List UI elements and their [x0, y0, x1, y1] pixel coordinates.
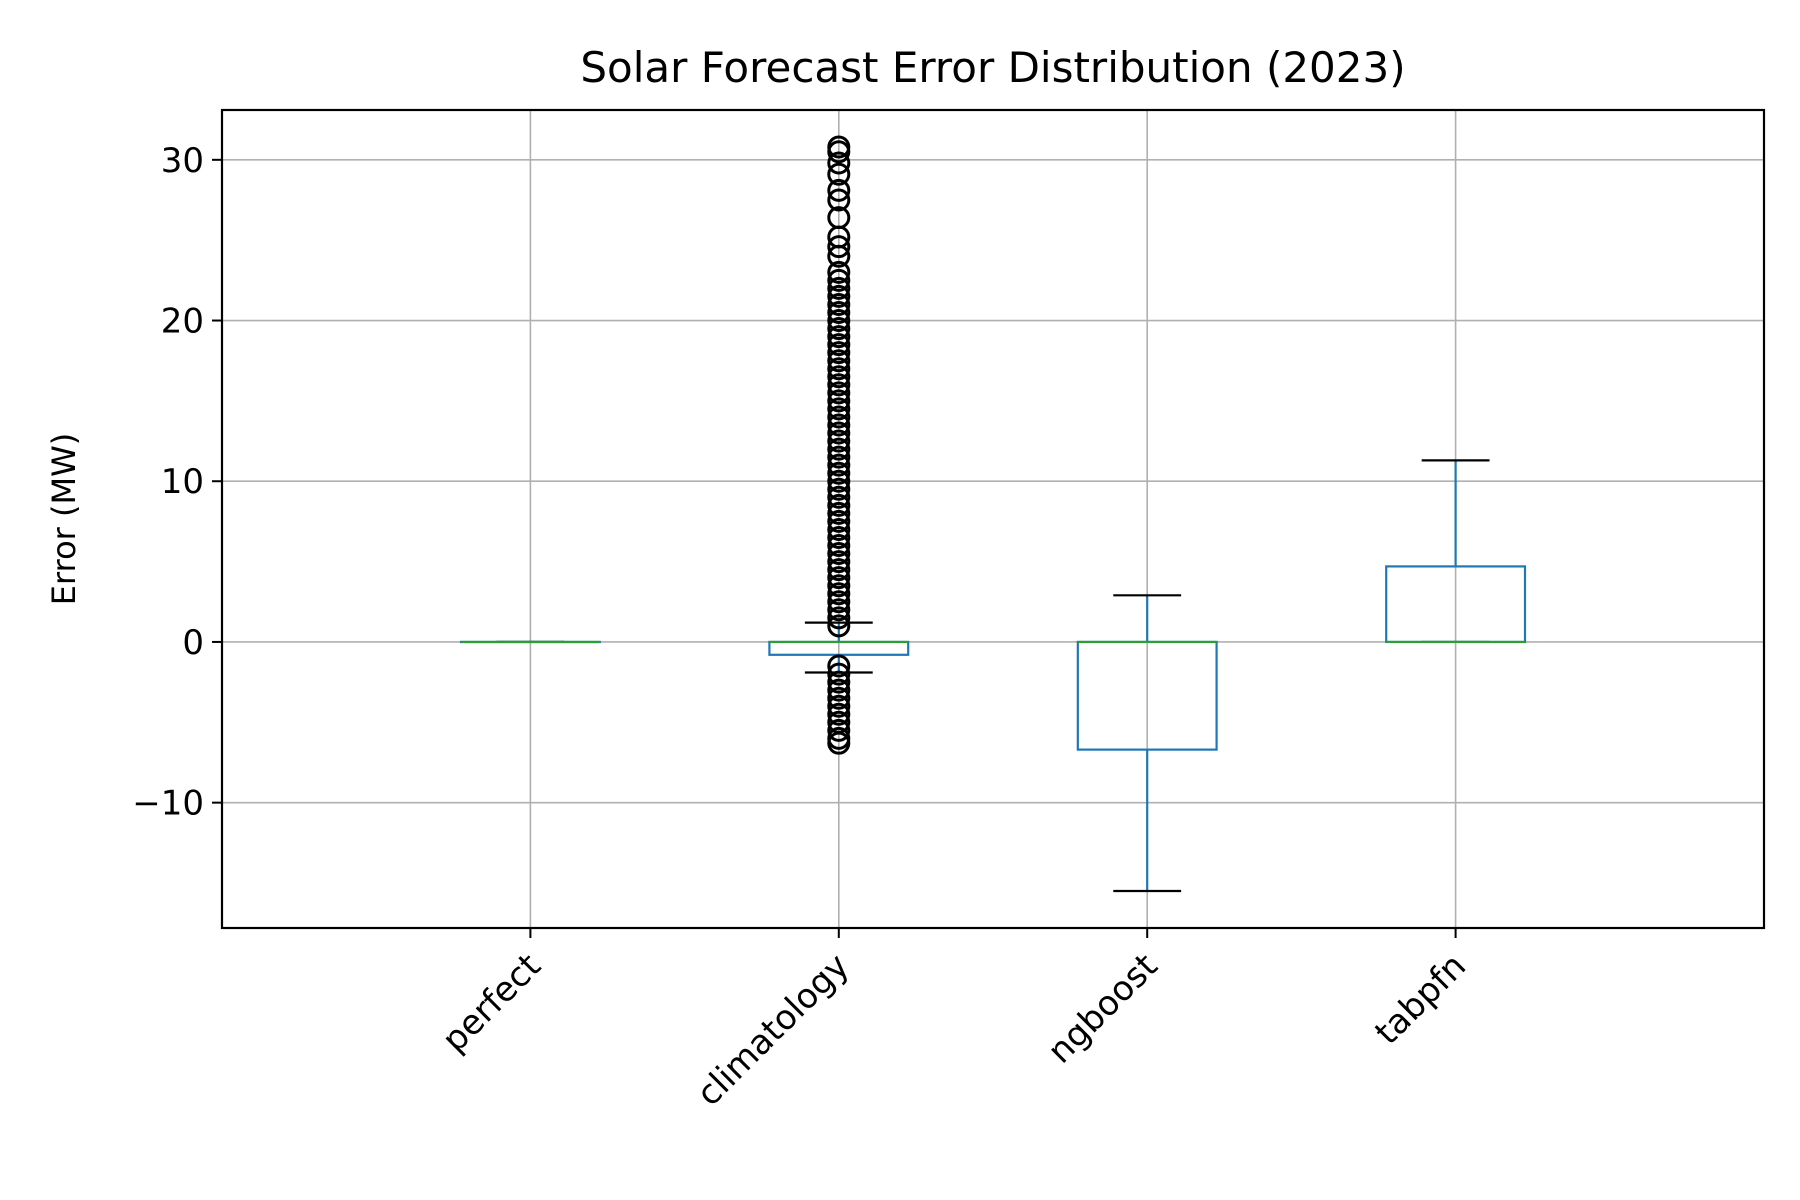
outlier-point: [827, 381, 851, 405]
outlier-point: [827, 333, 851, 357]
outlier-point: [827, 509, 851, 533]
outlier-point: [827, 260, 851, 284]
outlier-point: [827, 309, 851, 333]
chart-title: Solar Forecast Error Distribution (2023): [580, 43, 1405, 92]
outlier-point: [827, 445, 851, 469]
outlier-point: [827, 421, 851, 445]
outlier-point: [827, 162, 851, 186]
outlier-point: [827, 300, 851, 324]
outlier-point: [827, 206, 851, 230]
outlier-point: [827, 437, 851, 461]
outlier-point: [827, 397, 851, 421]
box-tabpfn: [1385, 459, 1527, 644]
outlier-point: [827, 517, 851, 541]
outlier-point: [827, 686, 851, 710]
y-tick-label: 30: [161, 141, 204, 181]
outlier-point: [827, 317, 851, 341]
outlier-point: [827, 525, 851, 549]
y-tick-label: 20: [161, 302, 204, 342]
box-series: [459, 135, 1527, 893]
outlier-point: [827, 469, 851, 493]
outlier-point: [827, 178, 851, 202]
outlier-point: [827, 558, 851, 582]
outlier-point: [827, 373, 851, 397]
outlier-point: [827, 341, 851, 365]
outlier-point: [827, 598, 851, 622]
outlier-point: [827, 731, 851, 755]
plot-frame: [220, 108, 1766, 930]
y-tick-label: −10: [132, 784, 204, 824]
box-climatology: [768, 135, 910, 755]
outlier-point: [827, 582, 851, 606]
outlier-point: [827, 670, 851, 694]
outlier-point: [827, 590, 851, 614]
outlier-point: [827, 405, 851, 429]
y-tick-label: 0: [182, 623, 204, 663]
outlier-point: [827, 135, 851, 159]
outlier-point: [827, 566, 851, 590]
outlier-point: [827, 477, 851, 501]
outlier-point: [827, 702, 851, 726]
outlier-point: [827, 534, 851, 558]
outlier-point: [827, 542, 851, 566]
outlier-point: [827, 614, 851, 638]
outlier-point: [827, 485, 851, 509]
outlier-point: [827, 276, 851, 300]
outlier-point: [827, 501, 851, 525]
outlier-point: [827, 235, 851, 259]
outlier-point: [827, 268, 851, 292]
outlier-point: [827, 429, 851, 453]
outlier-point: [827, 453, 851, 477]
outlier-point: [827, 349, 851, 373]
outlier-point: [827, 461, 851, 485]
outlier-point: [827, 694, 851, 718]
outlier-point: [827, 365, 851, 389]
y-tick-label: 10: [161, 462, 204, 502]
outlier-point: [827, 493, 851, 517]
outlier-point: [827, 188, 851, 212]
outlier-point: [827, 389, 851, 413]
outlier-point: [827, 325, 851, 349]
outlier-point: [827, 284, 851, 308]
outlier-point: [827, 654, 851, 678]
box-ngboost: [1076, 594, 1218, 893]
outlier-point: [827, 550, 851, 574]
outlier-point: [827, 718, 851, 742]
outlier-point: [827, 413, 851, 437]
outlier-point: [827, 357, 851, 381]
outlier-point: [827, 678, 851, 702]
y-axis-label: Error (MW): [45, 433, 83, 605]
outlier-point: [827, 662, 851, 686]
outlier-point: [827, 292, 851, 316]
outlier-point: [827, 151, 851, 175]
outlier-point: [827, 606, 851, 630]
outlier-point: [827, 574, 851, 598]
